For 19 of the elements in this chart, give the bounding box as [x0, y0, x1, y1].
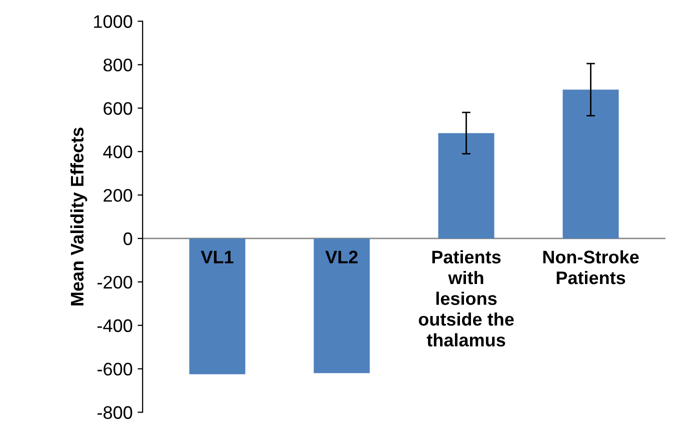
bar: [562, 90, 619, 238]
bar: [314, 238, 370, 374]
bar: [189, 238, 246, 374]
x-tick-label: Non-Stroke Patients: [543, 250, 639, 284]
y-tick-label: 800: [104, 58, 132, 72]
y-tick-label: -400: [98, 319, 132, 332]
y-tick-label: 400: [103, 146, 132, 158]
x-tick-label: VL2: [325, 250, 358, 264]
y-tick-label: 1000: [94, 15, 132, 28]
y-tick-label: -200: [98, 276, 132, 289]
y-axis-title: Mean Validity Effects: [70, 128, 88, 306]
y-tick-label: 200: [104, 188, 132, 202]
y-tick-label: -800: [98, 406, 132, 419]
y-tick-label: 0: [124, 232, 132, 246]
bar: [438, 133, 494, 238]
x-tick-label: VL1: [200, 250, 234, 264]
y-tick-label: -600: [98, 362, 132, 376]
x-tick-label: Patients with lesions outside the thalamus: [418, 250, 514, 346]
y-tick-label: 600: [104, 102, 132, 115]
